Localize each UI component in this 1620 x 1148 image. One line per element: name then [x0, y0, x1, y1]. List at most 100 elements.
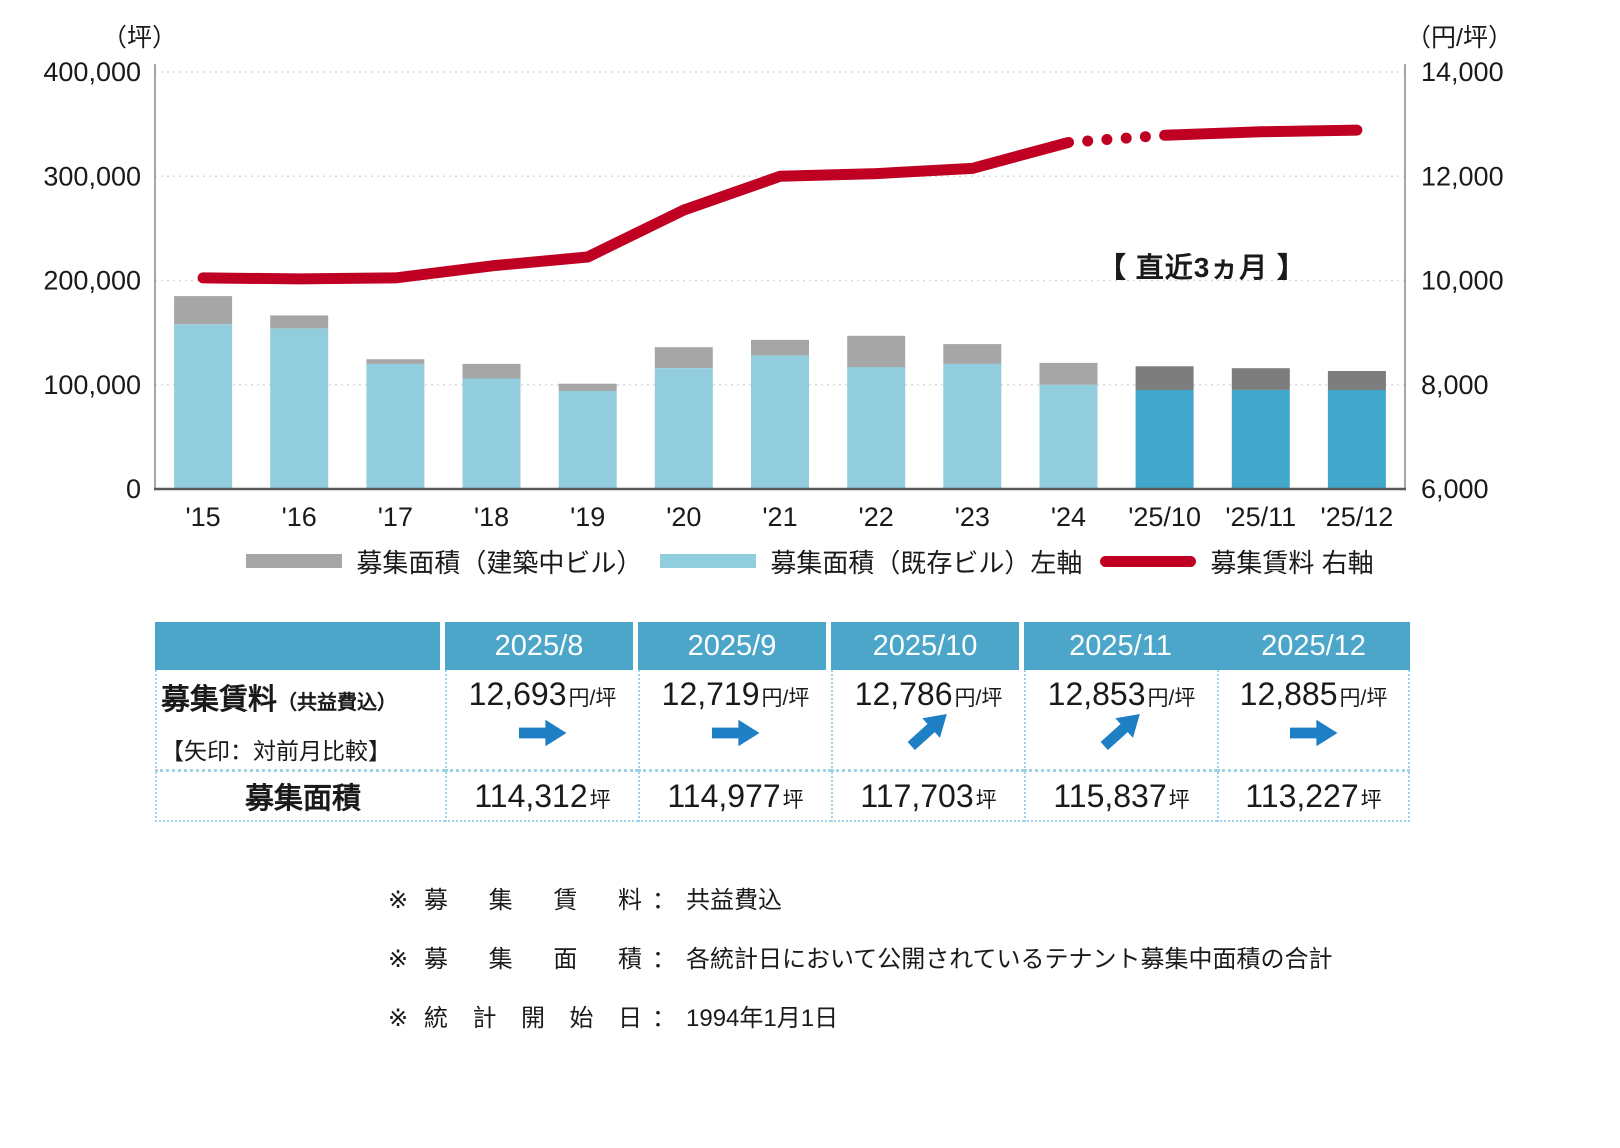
bar-existing-'25/11 — [1231, 390, 1290, 489]
right-axis-tick: 14,000 — [1421, 57, 1504, 87]
x-axis-label: '20 — [666, 502, 701, 532]
rent-cell-5: 12,885 円/坪 — [1217, 670, 1410, 772]
legend-label-existing: 募集面積（既存ビル）左軸 — [770, 547, 1083, 578]
footnote-rent-label: 募 集 賃 料 — [424, 887, 642, 914]
legend-item-rent-line: 募集賃料 右軸 — [1100, 543, 1374, 580]
rent-row-title-sub: （共益費込） — [277, 692, 398, 714]
trend-arrow-1 — [518, 719, 567, 747]
right-axis-tick: 8,000 — [1421, 370, 1489, 400]
footnote-marker: ※ — [388, 1005, 409, 1032]
bar-construction-'23 — [943, 344, 1002, 364]
bar-construction-'25/12 — [1327, 371, 1386, 390]
bar-existing-'23 — [943, 363, 1002, 489]
table-header-month-2: 2025/9 — [638, 622, 831, 670]
legend-swatch-construction — [246, 554, 343, 568]
footnote-marker: ※ — [388, 946, 409, 973]
x-axis-label: '15 — [185, 502, 220, 532]
footnote-colon: ： — [652, 946, 676, 973]
area-row-title: 募集面積 — [244, 783, 361, 815]
left-axis-tick: 400,000 — [43, 57, 141, 87]
rent-row-label: 募集賃料 （共益費込） 【矢印：対前月比較】 — [155, 670, 445, 772]
rent-value-3: 12,786 — [854, 676, 953, 712]
chart-legend: 募集面積（建築中ビル） 募集面積（既存ビル）左軸 募集賃料 右軸 — [0, 542, 1620, 580]
x-axis-label: '23 — [955, 502, 990, 532]
x-axis-label: '25/12 — [1321, 502, 1394, 532]
bar-existing-'22 — [847, 367, 906, 489]
rent-cell-3: 12,786 円/坪 — [831, 670, 1024, 772]
bar-existing-'18 — [462, 378, 521, 489]
area-value-5: 113,227 — [1245, 777, 1359, 814]
area-cell-2: 114,977 坪 — [638, 772, 831, 822]
rent-unit-2: 円/坪 — [761, 687, 810, 710]
rent-line-dot — [1120, 132, 1132, 144]
right-axis-tick: 12,000 — [1421, 161, 1504, 191]
bar-construction-'16 — [270, 315, 329, 329]
rent-line-recent — [1159, 124, 1363, 141]
rent-value-1: 12,693 — [468, 676, 567, 712]
recent-3-months-annotation: 【 直近3ヵ月 】 — [1097, 252, 1307, 283]
rent-value-5: 12,885 — [1239, 676, 1338, 712]
right-axis-unit: （円/坪） — [1406, 24, 1513, 52]
x-axis-label: '18 — [474, 502, 509, 532]
bar-existing-'21 — [751, 355, 809, 489]
area-unit-1: 坪 — [589, 788, 611, 812]
legend-item-construction: 募集面積（建築中ビル） — [246, 543, 642, 580]
footnote-start-date: ※ 統 計 開 始 日 ： 1994年1月1日 — [388, 998, 1620, 1033]
x-axis-label: '24 — [1051, 502, 1086, 532]
footnote-rent-text: 共益費込 — [686, 887, 782, 914]
bar-construction-'15 — [174, 296, 233, 325]
rent-row-title: 募集賃料 — [161, 684, 278, 716]
bar-construction-'22 — [847, 335, 906, 368]
rent-cell-2: 12,719 円/坪 — [638, 670, 831, 772]
area-cell-1: 114,312 坪 — [445, 772, 638, 822]
area-cell-3: 117,703 坪 — [831, 772, 1024, 822]
area-cell-5: 113,227 坪 — [1217, 772, 1410, 822]
rent-row-arrow-note: 【矢印：対前月比較】 — [161, 738, 391, 764]
right-axis-tick: 6,000 — [1421, 474, 1489, 504]
chart-canvas: 0 100,000 200,000 300,000 400,000 6,000 8,000 1… — [43, 24, 1513, 532]
left-axis-tick: 300,000 — [43, 161, 141, 191]
rent-unit-1: 円/坪 — [568, 687, 617, 710]
x-axis-label: '21 — [762, 502, 797, 532]
rent-unit-4: 円/坪 — [1147, 687, 1196, 710]
table-header-month-4: 2025/11 — [1024, 622, 1217, 670]
bar-construction-'17 — [366, 359, 425, 364]
area-value-4: 115,837 — [1053, 777, 1167, 814]
bar-existing-'15 — [174, 324, 233, 489]
bar-existing-'20 — [654, 368, 713, 489]
area-unit-2: 坪 — [782, 788, 804, 812]
x-axis-label: '16 — [282, 502, 317, 532]
footnote-area-text: 各統計日において公開されているテナント募集中面積の合計 — [686, 946, 1333, 973]
right-axis-tick: 10,000 — [1421, 266, 1504, 296]
bar-construction-'18 — [462, 363, 521, 379]
bar-existing-'16 — [270, 328, 329, 489]
rent-area-chart: 0 100,000 200,000 300,000 400,000 6,000 8,000 1… — [0, 0, 1620, 538]
footnote-area-label: 募 集 面 積 — [424, 946, 642, 973]
bar-construction-'25/11 — [1231, 368, 1290, 390]
footnote-start-text: 1994年1月1日 — [686, 1005, 839, 1032]
table-header-month-3: 2025/10 — [831, 622, 1024, 670]
legend-swatch-line — [1100, 555, 1197, 567]
legend-label-construction: 募集面積（建築中ビル） — [356, 547, 643, 578]
x-axis-label: '22 — [859, 502, 894, 532]
rent-value-2: 12,719 — [661, 676, 760, 712]
x-axis-label: '25/11 — [1225, 502, 1296, 532]
footnote-colon: ： — [652, 1005, 676, 1032]
x-axis-label: '17 — [378, 502, 413, 532]
legend-swatch-existing — [660, 554, 757, 568]
monthly-summary-table: 2025/8 2025/9 2025/10 2025/11 2025/12 募集… — [155, 622, 1410, 822]
left-axis-tick: 0 — [126, 474, 141, 504]
footnote-area: ※ 募 集 面 積 ： 各統計日において公開されているテナント募集中面積の合計 — [388, 939, 1620, 974]
x-axis-label: '25/10 — [1128, 502, 1201, 532]
footnotes: ※ 募 集 賃 料 ： 共益費込 ※ 募 集 面 積 ： 各統計日において公開さ… — [388, 880, 1620, 1033]
rent-cell-4: 12,853 円/坪 — [1024, 670, 1217, 772]
area-cell-4: 115,837 坪 — [1024, 772, 1217, 822]
rent-line — [197, 136, 1074, 285]
footnote-start-label: 統 計 開 始 日 — [424, 1005, 642, 1032]
area-unit-5: 坪 — [1360, 788, 1382, 812]
bar-construction-'19 — [558, 383, 617, 391]
area-row-label: 募集面積 — [155, 772, 445, 822]
rent-cell-1: 12,693 円/坪 — [445, 670, 638, 772]
area-value-3: 117,703 — [860, 777, 974, 814]
rent-value-4: 12,853 — [1047, 676, 1146, 712]
